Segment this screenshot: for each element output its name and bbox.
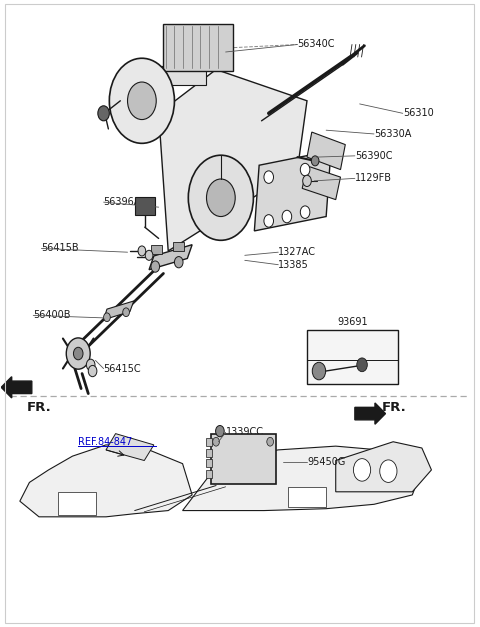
Text: 56310: 56310 — [403, 108, 433, 119]
Text: 56415C: 56415C — [104, 364, 141, 374]
Text: 56415B: 56415B — [41, 243, 79, 253]
Circle shape — [267, 438, 274, 446]
Text: 56330A: 56330A — [374, 129, 411, 139]
Circle shape — [88, 366, 97, 377]
Circle shape — [151, 261, 159, 272]
Circle shape — [73, 347, 83, 360]
Circle shape — [206, 179, 235, 216]
Polygon shape — [302, 166, 340, 199]
Circle shape — [128, 82, 156, 120]
Text: FR.: FR. — [382, 401, 407, 414]
Polygon shape — [307, 132, 345, 170]
Polygon shape — [137, 66, 206, 85]
Bar — [205, 449, 212, 456]
Text: 1327AC: 1327AC — [278, 247, 316, 257]
Bar — [163, 24, 233, 71]
Polygon shape — [106, 434, 154, 460]
Circle shape — [145, 250, 153, 260]
Circle shape — [312, 362, 325, 380]
Circle shape — [138, 246, 146, 256]
Circle shape — [213, 438, 219, 446]
Polygon shape — [336, 442, 432, 492]
Circle shape — [282, 210, 292, 223]
Bar — [205, 459, 212, 467]
Polygon shape — [20, 445, 192, 517]
Circle shape — [188, 155, 253, 240]
Bar — [307, 330, 398, 384]
Circle shape — [104, 313, 110, 322]
Text: FR.: FR. — [27, 401, 52, 414]
Bar — [205, 438, 212, 446]
Bar — [135, 197, 155, 214]
Circle shape — [380, 460, 397, 482]
Polygon shape — [158, 70, 307, 251]
Circle shape — [264, 214, 274, 227]
Circle shape — [216, 426, 224, 437]
Circle shape — [109, 58, 174, 144]
Circle shape — [174, 256, 183, 268]
Circle shape — [357, 358, 367, 372]
Text: 56400B: 56400B — [33, 310, 71, 320]
Polygon shape — [104, 301, 134, 320]
Text: 56390C: 56390C — [355, 151, 392, 161]
Bar — [205, 470, 212, 478]
Polygon shape — [182, 446, 422, 510]
Bar — [173, 242, 183, 251]
Text: REF.84-847: REF.84-847 — [78, 437, 132, 447]
Text: 13385: 13385 — [278, 260, 309, 270]
Circle shape — [312, 156, 319, 166]
Circle shape — [264, 171, 274, 183]
FancyArrow shape — [1, 377, 32, 398]
Circle shape — [300, 206, 310, 218]
Circle shape — [86, 359, 95, 371]
Bar — [152, 245, 162, 254]
Bar — [211, 434, 276, 483]
Text: 56340C: 56340C — [298, 40, 335, 50]
Text: 93691: 93691 — [337, 317, 368, 327]
Circle shape — [353, 458, 371, 481]
Text: 1339CC: 1339CC — [226, 428, 264, 438]
FancyArrow shape — [355, 403, 385, 424]
Polygon shape — [288, 487, 326, 507]
Circle shape — [300, 164, 310, 176]
Circle shape — [123, 308, 130, 317]
Circle shape — [303, 175, 312, 186]
Polygon shape — [254, 151, 331, 231]
Polygon shape — [149, 245, 192, 270]
Text: 56396A: 56396A — [104, 197, 141, 207]
Polygon shape — [58, 492, 96, 515]
Text: 1129FB: 1129FB — [355, 174, 392, 183]
Text: 95450G: 95450G — [307, 457, 346, 467]
Circle shape — [66, 338, 90, 369]
Circle shape — [98, 106, 109, 121]
